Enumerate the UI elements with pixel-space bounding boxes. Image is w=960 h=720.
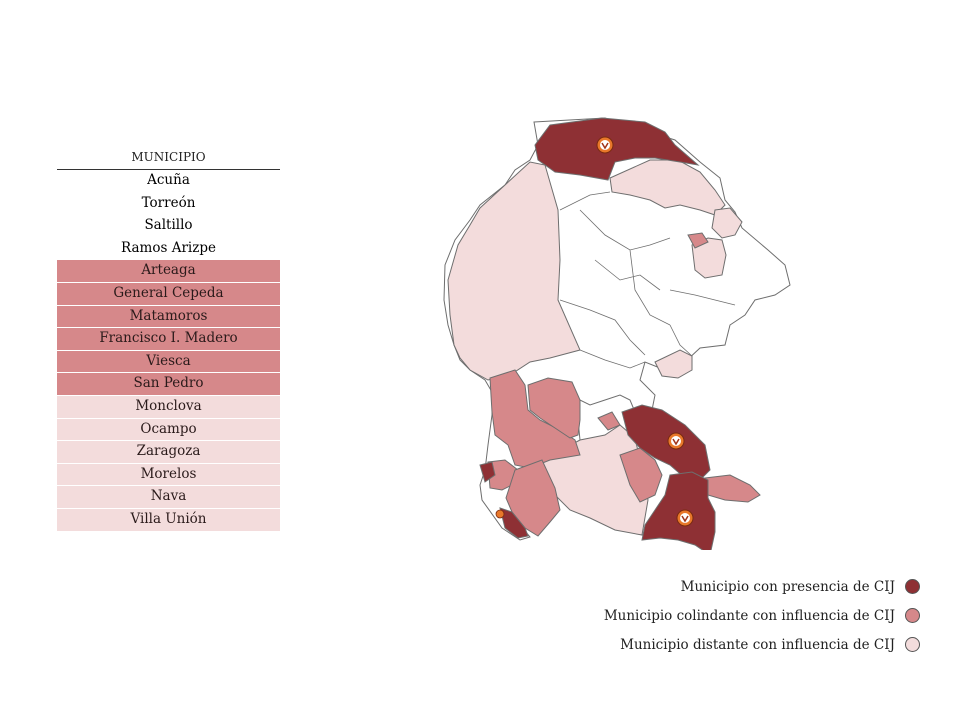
municipio-row: Morelos (57, 463, 280, 487)
cij-logo-icon (495, 509, 505, 519)
municipio-torreon-south-region (499, 507, 529, 539)
legend: Municipio con presencia de CIJ Municipio… (604, 572, 920, 659)
legend-label-colindante: Municipio colindante con influencia de C… (603, 607, 895, 624)
municipio-row: San Pedro (57, 373, 280, 396)
municipio-row: Acuña (57, 170, 280, 193)
municipio-arteaga-region (704, 474, 761, 503)
cij-logo-icon (676, 509, 694, 527)
legend-item-presencia: Municipio con presencia de CIJ (604, 572, 920, 601)
municipio-villa-union-region (654, 349, 693, 379)
table-rows: Acuña Torreón Saltillo Ramos Arizpe Arteaga G… (57, 170, 280, 532)
municipio-row: General Cepeda (57, 282, 280, 306)
legend-label-distante: Municipio distante con influencia de CIJ (620, 636, 895, 653)
municipio-row: Torreón (57, 193, 280, 216)
municipio-francisco-madero-region (527, 377, 581, 439)
municipio-row: Matamoros (57, 305, 280, 329)
map-svg (443, 117, 791, 556)
legend-dot-colindante-icon (905, 608, 920, 623)
municipio-row: Francisco I. Madero (57, 328, 280, 351)
municipio-row: Saltillo (57, 215, 280, 238)
table-header: MUNICIPIO (57, 147, 280, 170)
municipio-row: Ramos Arizpe (57, 238, 280, 261)
small-colindante-region-a (597, 411, 621, 431)
municipio-table: MUNICIPIO Acuña Torreón Saltillo Ramos Ariz… (57, 147, 280, 532)
municipio-row: Monclova (57, 395, 280, 419)
cij-logo-icon (596, 136, 614, 154)
municipio-san-pedro-region (489, 369, 581, 469)
municipio-acuna-region (534, 117, 700, 181)
legend-item-distante: Municipio distante con influencia de CIJ (604, 630, 920, 659)
legend-dot-presencia-icon (905, 579, 920, 594)
legend-item-colindante: Municipio colindante con influencia de C… (604, 601, 920, 630)
legend-dot-distante-icon (905, 637, 920, 652)
municipio-viesca-region (505, 459, 561, 537)
municipio-row: Arteaga (57, 260, 280, 283)
municipio-row: Villa Unión (57, 508, 280, 532)
municipio-torreon-region (479, 461, 496, 483)
coahuila-map (430, 100, 800, 556)
municipio-row: Zaragoza (57, 441, 280, 464)
municipio-nava-region (691, 237, 727, 279)
small-colindante-region-b (687, 232, 709, 249)
municipio-row: Ocampo (57, 418, 280, 442)
cij-logo-icon (667, 432, 685, 450)
municipio-row: Viesca (57, 350, 280, 374)
legend-label-presencia: Municipio con presencia de CIJ (680, 578, 895, 595)
municipio-row: Nava (57, 486, 280, 509)
municipio-morelos-region (711, 207, 743, 239)
internal-border-lines (559, 191, 736, 369)
